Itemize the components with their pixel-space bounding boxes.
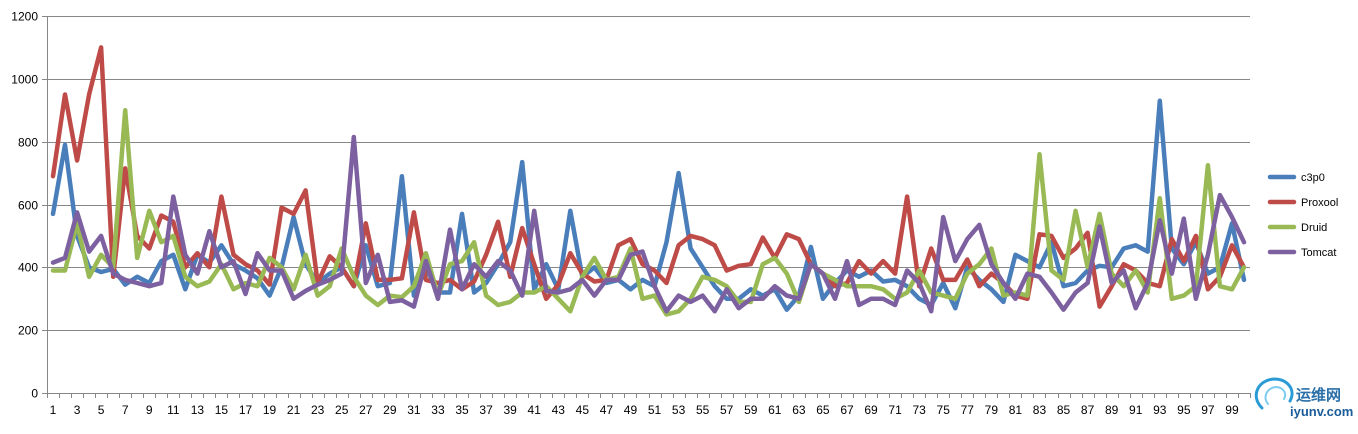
watermark-logo: 运维网 iyunv.com [1254,377,1353,419]
x-tick-label: 21 [287,403,301,417]
x-tick-label: 85 [1057,403,1071,417]
legend-label-druid: Druid [1301,222,1327,234]
watermark-swirl-inner-icon [1264,385,1287,405]
series-lines [50,45,1247,317]
y-tick-label: 400 [18,261,38,275]
x-tick-label: 75 [937,403,951,417]
x-tick-label: 83 [1033,403,1047,417]
legend-label-c3p0: c3p0 [1301,172,1325,184]
x-tick-label: 19 [263,403,277,417]
y-tick-label: 1000 [11,73,38,87]
x-tick-label: 71 [888,403,902,417]
x-tick-label: 57 [720,403,734,417]
x-tick-label: 3 [74,403,81,417]
watermark-cn-text: 运维网 [1296,386,1341,404]
x-tick-label: 63 [792,403,806,417]
x-tick-label: 49 [624,403,638,417]
x-tick-label: 59 [744,403,758,417]
x-tick-label: 51 [648,403,662,417]
x-tick-label: 89 [1105,403,1119,417]
x-tick-label: 23 [311,403,325,417]
x-tick-label: 35 [455,403,469,417]
x-tick-label: 53 [672,403,686,417]
x-tick-label: 17 [239,403,253,417]
x-tick-label: 33 [431,403,445,417]
y-tick-label: 200 [18,324,38,338]
x-tick-label: 61 [768,403,782,417]
y-tick-label: 800 [18,136,38,150]
x-tick-label: 31 [407,403,421,417]
x-tick-label: 27 [359,403,373,417]
x-tick-label: 7 [122,403,129,417]
y-tick-label: 1200 [11,10,38,24]
x-tick-label: 73 [912,403,926,417]
x-tick-label: 43 [552,403,566,417]
series-line-druid [50,108,1247,317]
x-tick-label: 81 [1009,403,1023,417]
x-tick-label: 11 [167,403,180,417]
x-tick-label: 25 [335,403,349,417]
watermark-swirl-icon [1254,377,1294,410]
y-tick-label: 600 [18,199,38,213]
x-tick-label: 15 [215,403,229,417]
x-tick-label: 93 [1153,403,1167,417]
x-tick-label: 29 [383,403,397,417]
x-tick-label: 9 [146,403,153,417]
y-tick-label: 0 [31,387,38,401]
x-tick-label: 77 [961,403,975,417]
x-tick-label: 37 [479,403,493,417]
y-axis-ticks: 0 200 400 600 800 1000 1200 [11,10,47,401]
x-tick-label: 5 [98,403,105,417]
x-tick-label: 47 [600,403,614,417]
x-tick-label: 87 [1081,403,1095,417]
legend-label-proxool: Proxool [1301,197,1338,209]
x-tick-label: 45 [576,403,590,417]
x-tick-label: 69 [864,403,878,417]
x-tick-label: 1 [50,403,57,417]
watermark-url-text: iyunv.com [1290,404,1353,419]
x-tick-label: 79 [985,403,999,417]
legend: c3p0 Proxool Druid Tomcat [1267,172,1338,259]
x-tick-label: 55 [696,403,710,417]
x-tick-label: 95 [1177,403,1191,417]
x-tick-label: 67 [840,403,854,417]
x-tick-label: 41 [528,403,542,417]
x-tick-label: 65 [816,403,830,417]
x-tick-label: 39 [503,403,517,417]
axes [47,16,1250,394]
legend-label-tomcat: Tomcat [1301,247,1336,259]
x-tick-label: 99 [1225,403,1239,417]
x-tick-label: 97 [1201,403,1215,417]
x-tick-label: 13 [191,403,205,417]
series-line-tomcat [50,134,1247,314]
x-tick-label: 91 [1129,403,1143,417]
x-axis-ticks: 1 3 5 7 9 11 13 15 17 19 21 23 25 27 29 31 33 35 37 39 41 43 4… [47,393,1251,417]
